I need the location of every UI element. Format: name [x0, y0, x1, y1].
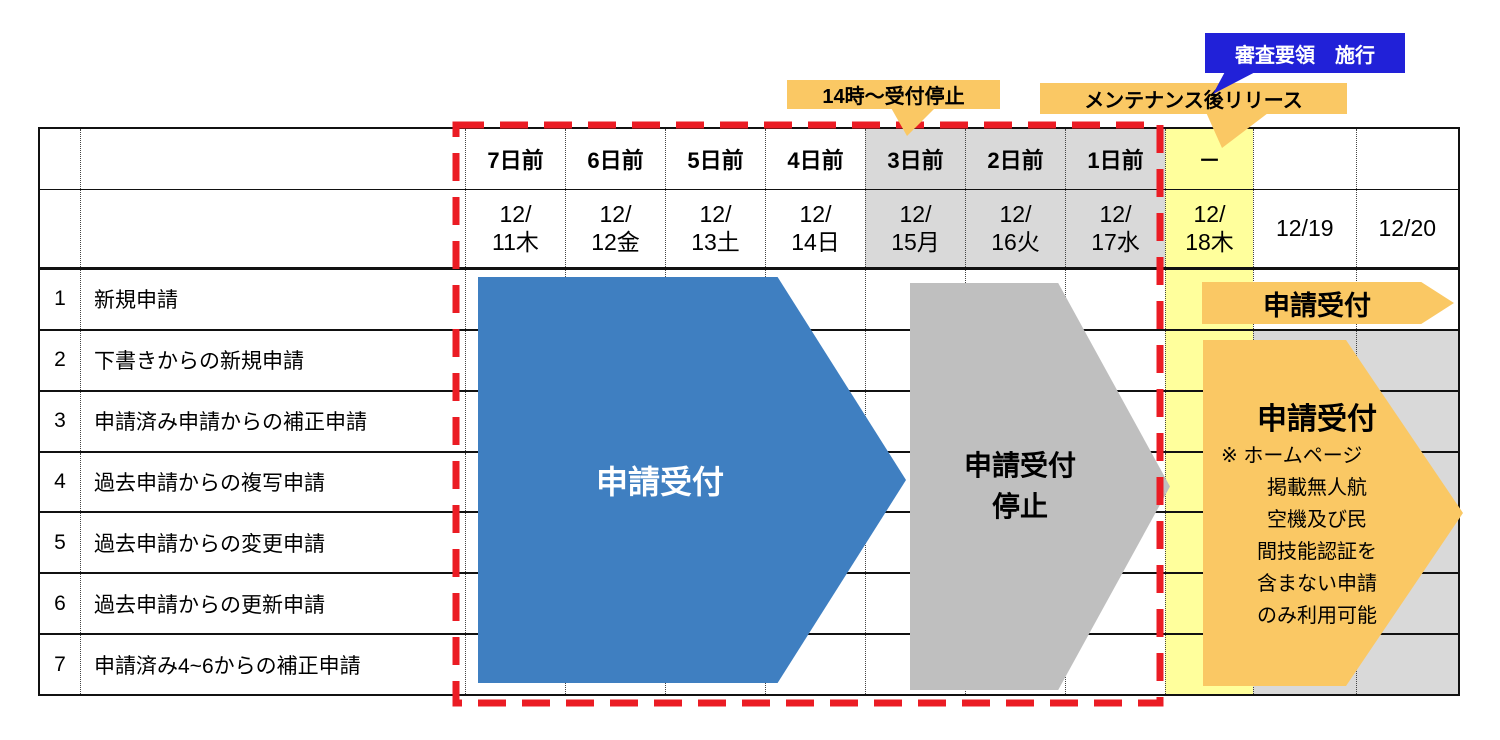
day-header-after1: [1253, 129, 1356, 189]
date-12-19: 12/19: [1253, 190, 1356, 267]
day-header-5: 5日前: [665, 129, 765, 189]
date-12-15: 12/ 15月: [865, 190, 965, 267]
accept-row1-arrow: 申請受付: [1202, 282, 1454, 324]
date-12-16: 12/ 16火: [965, 190, 1065, 267]
date-header-row: 12/ 11木 12/ 12金 12/ 13土 12/ 14日 12/ 15月 …: [40, 190, 1458, 270]
row-label: 過去申請からの複写申請: [80, 452, 465, 512]
date-12-20: 12/20: [1355, 190, 1459, 267]
date-12-11: 12/ 11木: [465, 190, 565, 267]
day-header-7: 7日前: [465, 129, 565, 189]
note-line: のみ利用可能: [1257, 605, 1377, 627]
day-header-release: －: [1165, 129, 1253, 189]
day-header-3: 3日前: [865, 129, 965, 189]
date-12-18: 12/ 18木: [1165, 190, 1253, 267]
row-number: 6: [54, 591, 66, 615]
row-label: 申請済み申請からの補正申請: [80, 391, 465, 451]
day-header-row: 7日前 6日前 5日前 4日前 3日前 2日前 1日前 －: [40, 129, 1458, 190]
day-header-2: 2日前: [965, 129, 1065, 189]
row-number: 1: [54, 287, 66, 311]
corner-cell: [40, 190, 80, 267]
note-line: 空機及び民: [1267, 509, 1367, 531]
day-header-after2: [1355, 129, 1459, 189]
callout-maintenance-release: メンテナンス後リリース: [1040, 83, 1347, 114]
note-line: ※ ホームページ: [1221, 445, 1363, 467]
callout-maintenance-release-label: メンテナンス後リリース: [1084, 90, 1303, 112]
row-label: 過去申請からの更新申請: [80, 574, 465, 634]
row-number: 5: [54, 530, 66, 554]
corner-cell: [80, 129, 465, 189]
note-line: 掲載無人航: [1267, 477, 1367, 499]
day-header-1: 1日前: [1065, 129, 1165, 189]
date-12-17: 12/ 17水: [1065, 190, 1165, 267]
accept-after-release-note: ※ ホームページ 掲載無人航 空機及び民 間技能認証を 含まない申請 のみ利用可…: [1219, 440, 1415, 632]
row-number: 7: [54, 652, 66, 676]
callout-review-guideline: 審査要領 施行: [1205, 33, 1405, 73]
date-12-13: 12/ 13土: [665, 190, 765, 267]
day-header-6: 6日前: [565, 129, 665, 189]
note-line: 間技能認証を: [1257, 541, 1377, 563]
callout-stop-from-14: 14時～受付停止: [787, 80, 1000, 109]
date-12-12: 12/ 12金: [565, 190, 665, 267]
row-label: 申請済み4~6からの補正申請: [80, 635, 465, 695]
row-number: 4: [54, 470, 66, 493]
corner-cell: [40, 129, 80, 189]
row-label: 下書きからの新規申請: [80, 330, 465, 390]
accept-row1-label: 申請受付: [1263, 290, 1371, 321]
accept-after-release-title: 申請受付: [1257, 403, 1377, 436]
accept-period-label: 申請受付: [595, 464, 724, 500]
callout-review-guideline-label: 審査要領 施行: [1235, 44, 1375, 67]
row-label: 過去申請からの変更申請: [80, 513, 465, 573]
stop-period-label: 申請受付 停止: [963, 449, 1076, 522]
note-line: 含まない申請: [1257, 573, 1377, 595]
day-header-4: 4日前: [765, 129, 865, 189]
date-12-14: 12/ 14日: [765, 190, 865, 267]
row-number: 3: [54, 409, 66, 433]
corner-cell: [80, 190, 465, 267]
callout-stop-from-14-label: 14時～受付停止: [822, 86, 965, 108]
row-label: 新規申請: [80, 270, 465, 329]
row-number: 2: [54, 348, 66, 372]
grid-cell: [1065, 270, 1165, 329]
